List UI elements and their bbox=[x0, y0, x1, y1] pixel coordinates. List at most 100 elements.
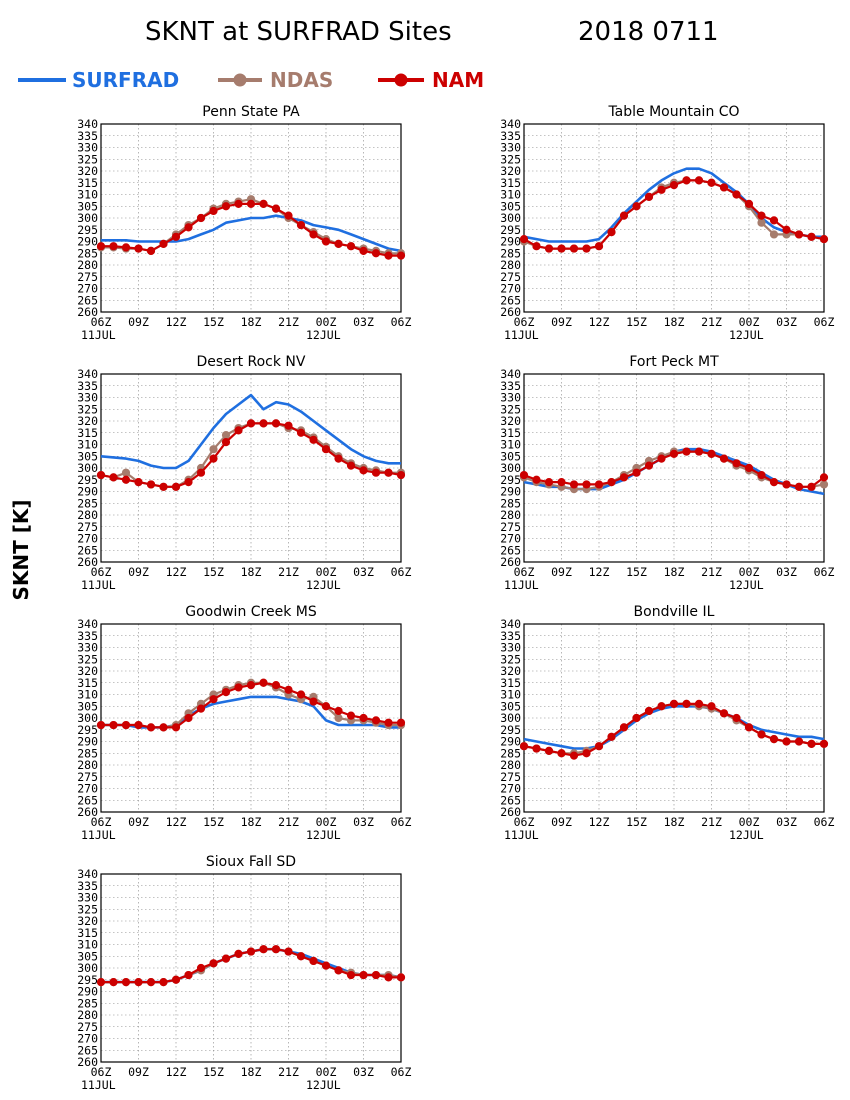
y-tick-label: 340 bbox=[77, 617, 98, 631]
y-axis-label: SKNT [K] bbox=[9, 499, 33, 600]
series-line-surfrad bbox=[100, 393, 401, 470]
x-tick-label: 15Z bbox=[203, 565, 224, 579]
y-tick-label: 335 bbox=[500, 379, 521, 393]
data-point-nam bbox=[334, 706, 343, 716]
y-tick-label: 285 bbox=[500, 246, 521, 260]
panels-container: Penn State PA260265270275280285290295300… bbox=[77, 104, 834, 1092]
data-point-nam bbox=[284, 685, 293, 694]
y-tick-label: 270 bbox=[500, 532, 521, 546]
panel-fort-peck-mt: Fort Peck MT2602652702752802852902953003… bbox=[500, 354, 834, 592]
data-point-nam bbox=[146, 246, 156, 255]
y-tick-label: 275 bbox=[77, 770, 98, 784]
data-point-nam bbox=[819, 473, 829, 482]
y-tick-label: 300 bbox=[500, 461, 521, 475]
data-point-nam bbox=[396, 470, 406, 480]
data-point-nam bbox=[346, 242, 356, 251]
data-point-nam bbox=[96, 720, 106, 730]
legend-nam-marker bbox=[394, 73, 408, 87]
data-point-nam bbox=[632, 468, 641, 477]
data-point-nam bbox=[321, 445, 331, 454]
data-point-nam bbox=[234, 949, 243, 959]
y-tick-label: 265 bbox=[500, 293, 521, 307]
data-point-nam bbox=[607, 732, 616, 741]
y-tick-label: 275 bbox=[500, 520, 521, 534]
y-tick-label: 295 bbox=[500, 723, 521, 737]
y-tick-label: 270 bbox=[77, 282, 98, 296]
data-point-nam bbox=[196, 468, 206, 477]
data-point-nam bbox=[594, 742, 604, 751]
y-tick-label: 325 bbox=[77, 402, 98, 416]
data-point-nam bbox=[159, 482, 168, 491]
data-point-nam bbox=[807, 232, 816, 241]
data-point-nam bbox=[309, 230, 318, 239]
data-point-nam bbox=[209, 206, 218, 216]
panel-title: Desert Rock NV bbox=[197, 354, 306, 370]
y-tick-label: 260 bbox=[77, 555, 98, 569]
data-point-nam bbox=[121, 475, 131, 484]
data-point-nam bbox=[819, 739, 829, 748]
y-tick-label: 300 bbox=[77, 961, 98, 975]
data-point-nam bbox=[794, 482, 804, 491]
y-tick-label: 290 bbox=[77, 985, 98, 999]
x-tick-label: 06Z bbox=[514, 815, 535, 829]
y-tick-label: 260 bbox=[500, 805, 521, 819]
x-day-label: 12JUL bbox=[306, 578, 341, 592]
panel-title: Bondville IL bbox=[634, 604, 715, 620]
data-point-nam bbox=[682, 176, 691, 185]
y-tick-label: 330 bbox=[77, 891, 98, 905]
data-point-nam bbox=[184, 970, 193, 980]
y-tick-label: 290 bbox=[500, 235, 521, 249]
x-tick-label: 03Z bbox=[353, 1065, 374, 1079]
data-point-nam bbox=[732, 190, 741, 199]
data-point-nam bbox=[782, 737, 791, 746]
x-day-label: 11JUL bbox=[504, 828, 539, 842]
panel-title: Penn State PA bbox=[202, 104, 300, 120]
figure-title-right: 2018 0711 bbox=[578, 17, 719, 47]
data-point-nam bbox=[794, 737, 804, 746]
x-tick-label: 09Z bbox=[128, 565, 149, 579]
x-tick-label: 21Z bbox=[278, 1065, 299, 1079]
y-tick-label: 270 bbox=[500, 782, 521, 796]
data-point-nam bbox=[557, 749, 566, 758]
y-tick-label: 265 bbox=[77, 1043, 98, 1057]
y-tick-label: 265 bbox=[500, 793, 521, 807]
y-tick-label: 320 bbox=[500, 664, 521, 678]
y-tick-label: 275 bbox=[77, 1020, 98, 1034]
y-tick-label: 330 bbox=[77, 391, 98, 405]
y-tick-label: 300 bbox=[500, 711, 521, 725]
y-tick-label: 325 bbox=[77, 902, 98, 916]
data-point-nam bbox=[744, 199, 754, 208]
y-tick-label: 290 bbox=[500, 485, 521, 499]
y-tick-label: 295 bbox=[77, 973, 98, 987]
data-point-nam bbox=[371, 468, 381, 477]
data-point-nam bbox=[359, 713, 368, 723]
x-tick-label: 21Z bbox=[278, 815, 299, 829]
data-point-nam bbox=[719, 709, 729, 718]
plot-frame bbox=[100, 623, 402, 813]
data-point-nam bbox=[719, 183, 729, 192]
y-tick-label: 290 bbox=[77, 735, 98, 749]
data-point-nam bbox=[569, 751, 579, 760]
y-tick-label: 335 bbox=[77, 379, 98, 393]
legend-ndas-marker bbox=[233, 73, 247, 87]
y-tick-label: 320 bbox=[500, 414, 521, 428]
y-tick-label: 260 bbox=[500, 305, 521, 319]
data-point-nam bbox=[396, 718, 406, 727]
y-tick-label: 280 bbox=[77, 1008, 98, 1022]
data-point-nam bbox=[259, 419, 268, 428]
panel-table-mountain-co: Table Mountain CO 26026527027528028529029… bbox=[500, 104, 834, 342]
data-point-nam bbox=[96, 470, 106, 480]
data-point-nam bbox=[644, 706, 654, 716]
data-point-nam bbox=[259, 678, 268, 687]
x-tick-label: 06Z bbox=[91, 1065, 112, 1079]
data-point-nam bbox=[619, 473, 629, 482]
data-point-nam bbox=[196, 704, 206, 713]
data-point-nam bbox=[96, 978, 106, 987]
data-point-nam bbox=[346, 711, 356, 720]
x-tick-label: 12Z bbox=[589, 565, 610, 579]
data-point-nam bbox=[384, 973, 393, 982]
x-day-label: 11JUL bbox=[504, 578, 539, 592]
data-point-nam bbox=[309, 435, 318, 444]
data-point-nam bbox=[557, 244, 566, 253]
data-point-nam bbox=[346, 461, 356, 470]
